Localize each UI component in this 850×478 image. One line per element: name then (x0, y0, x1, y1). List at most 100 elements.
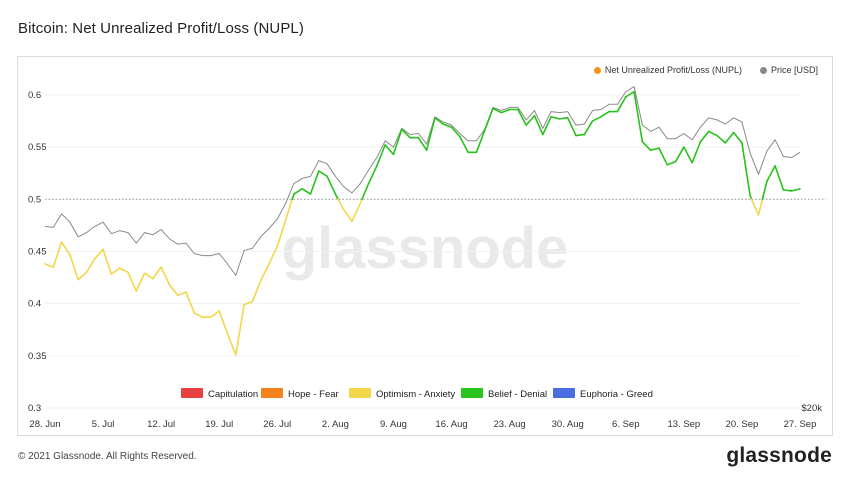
legend-label: Optimism - Anxiety (376, 389, 455, 400)
nupl-segment (351, 202, 362, 222)
legend-label: Hope - Fear (288, 389, 339, 400)
price-line (44, 85, 801, 277)
nupl-segment (425, 117, 436, 151)
x-tick-label: 19. Jul (205, 419, 233, 430)
legend-item-optimism-anxiety[interactable]: Optimism - Anxiety (349, 388, 455, 400)
nupl-segment (160, 266, 171, 286)
top-legend: Net Unrealized Profit/Loss (NUPL) Price … (593, 65, 818, 75)
nupl-segment (400, 128, 411, 139)
nupl-segment (492, 107, 503, 114)
nupl-segment (210, 310, 221, 318)
nupl-segment (44, 263, 55, 268)
nupl-segment (716, 134, 727, 144)
x-tick-label: 26. Jul (263, 419, 291, 430)
nupl-segment (334, 193, 339, 201)
nupl-segment (442, 123, 453, 129)
nupl-segment (85, 257, 96, 274)
x-tick-label: 28. Jun (29, 419, 60, 430)
nupl-segment (77, 271, 88, 281)
nupl-segment (384, 144, 395, 156)
nupl-segment (616, 96, 627, 113)
nupl-segment (291, 193, 295, 201)
x-tick-label: 16. Aug (435, 419, 467, 430)
nupl-legend-dot (593, 66, 601, 74)
y-tick-label: 0.4 (28, 299, 41, 310)
y-tick-label: 0.55 (28, 142, 47, 153)
nupl-segment (782, 189, 793, 192)
nupl-segment (243, 300, 254, 306)
nupl-segment (376, 144, 386, 167)
nupl-segment (641, 141, 652, 151)
y-tick-label: 0.35 (28, 351, 47, 362)
nupl-segment (542, 115, 552, 136)
x-tick-label: 6. Sep (612, 419, 639, 430)
legend-item-hope-fear[interactable]: Hope - Fear (261, 388, 339, 400)
legend-item-capitulation[interactable]: Capitulation (181, 388, 258, 400)
nupl-segment (600, 110, 610, 118)
x-tick-label: 13. Sep (667, 419, 700, 430)
nupl-segment (326, 175, 337, 195)
nupl-segment (533, 114, 544, 136)
nupl-segment (683, 146, 693, 164)
nupl-segment (649, 147, 660, 151)
copyright-text: © 2021 Glassnode. All Rights Reserved. (18, 451, 197, 462)
legend-item-price[interactable]: Price [USD] (759, 65, 818, 75)
nupl-segment (699, 130, 710, 143)
y-tick-label: 0.45 (28, 246, 47, 257)
x-tick-label: 30. Aug (552, 419, 584, 430)
nupl-segment (750, 198, 760, 216)
nupl-segment (674, 146, 685, 163)
x-tick-label: 5. Jul (92, 419, 115, 430)
nupl-segment (790, 188, 801, 192)
nupl-segment (168, 284, 179, 297)
legend-item-euphoria-greed[interactable]: Euphoria - Greed (553, 388, 653, 400)
x-tick-label: 20. Sep (726, 419, 759, 430)
nupl-segment (284, 198, 294, 221)
legend-label: Capitulation (208, 389, 258, 400)
nupl-segment (558, 117, 569, 120)
nupl-segment (766, 165, 776, 183)
legend-swatch (461, 388, 483, 398)
legend-swatch (181, 388, 203, 398)
legend-label: Euphoria - Greed (580, 389, 653, 400)
nupl-segment (500, 108, 511, 114)
nupl-segment (475, 129, 486, 154)
chart-title: Bitcoin: Net Unrealized Profit/Loss (NUP… (18, 20, 304, 37)
legend-item-belief-denial[interactable]: Belief - Denial (461, 388, 547, 400)
nupl-segment (724, 131, 735, 144)
nupl-segment (459, 135, 469, 154)
nupl-segment (268, 245, 279, 265)
y-tick-label: 0.5 (28, 194, 41, 205)
nupl-segment (235, 303, 245, 356)
x-tick-label: 2. Aug (322, 419, 349, 430)
x-tick-label: 12. Jul (147, 419, 175, 430)
legend-item-nupl[interactable]: Net Unrealized Profit/Loss (NUPL) (593, 65, 742, 75)
nupl-segment (152, 266, 162, 280)
glassnode-logo: glassnode (726, 444, 832, 467)
nupl-segment (127, 271, 138, 292)
nupl-segment (118, 267, 129, 274)
legend-swatch (349, 388, 371, 398)
nupl-segment (591, 115, 602, 122)
nupl-segment (583, 120, 594, 136)
nupl-segment (337, 198, 345, 211)
legend-label-price: Price [USD] (770, 65, 818, 75)
nupl-segment (301, 188, 312, 195)
nupl-segment (52, 241, 63, 268)
watermark: glassnode (282, 216, 569, 281)
nupl-segment (135, 272, 146, 292)
legend-label: Belief - Denial (488, 389, 547, 400)
legend-swatch (261, 388, 283, 398)
nupl-segment (483, 107, 494, 132)
x-tick-label: 9. Aug (380, 419, 407, 430)
nupl-segment (293, 188, 303, 195)
nupl-segment (434, 117, 445, 125)
nupl-segment (60, 241, 71, 256)
nupl-segment (566, 117, 577, 137)
nupl-segment (774, 165, 785, 191)
nupl-segment (392, 128, 403, 156)
nupl-segment (450, 126, 461, 138)
nupl-segment (143, 272, 154, 280)
right-axis-label: $20k (801, 403, 822, 414)
